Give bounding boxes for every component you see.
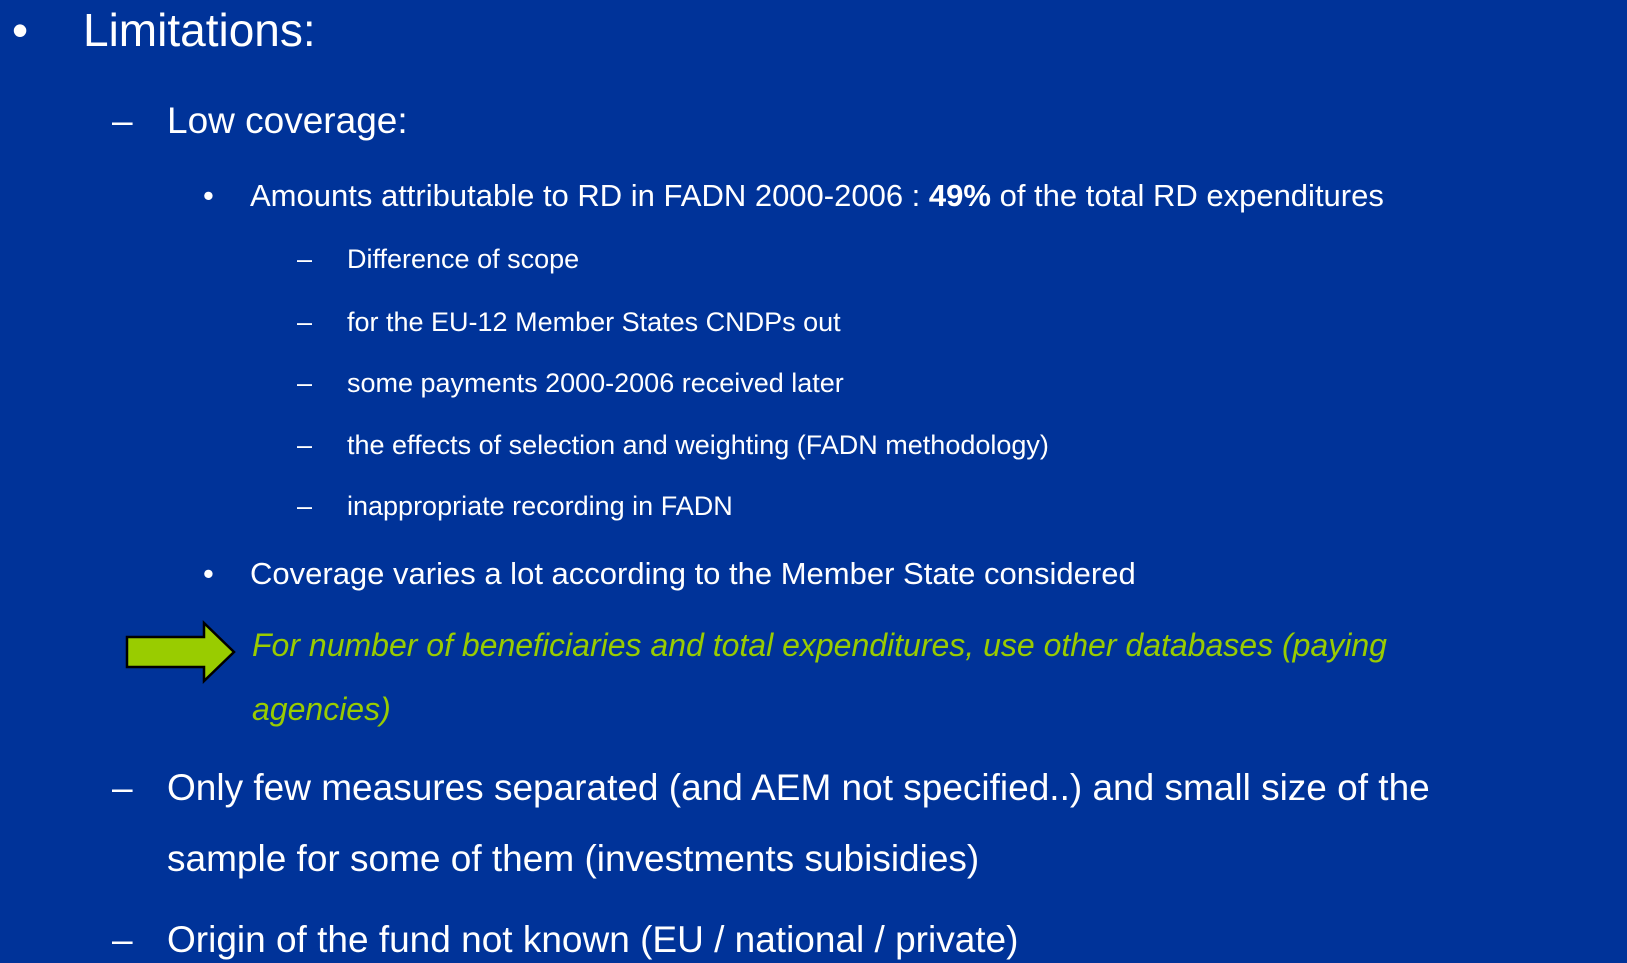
bullet-text: agencies) — [252, 691, 391, 728]
bullet-text: Only few measures separated (and AEM not… — [167, 766, 1430, 808]
bullet-text: inappropriate recording in FADN — [347, 491, 733, 522]
bullet-text: For number of beneficiaries and total ex… — [252, 627, 1387, 664]
bullet-marker: – — [297, 307, 313, 338]
bullet-text: the effects of selection and weighting (… — [347, 430, 1049, 461]
bullet-text: sample for some of them (investments sub… — [167, 837, 980, 879]
bullet-marker: – — [112, 918, 133, 960]
bullet-marker: – — [297, 491, 313, 522]
bullet-marker: – — [112, 99, 133, 141]
bullet-marker: • — [12, 3, 29, 56]
bullet-text: some payments 2000-2006 received later — [347, 368, 844, 399]
bullet-marker: • — [203, 177, 214, 213]
arrow — [125, 620, 236, 684]
text-segment: of the total RD expenditures — [990, 177, 1384, 213]
bullet-marker: – — [297, 368, 313, 399]
bullet-text: Low coverage: — [167, 99, 408, 141]
bullet-marker: • — [203, 555, 214, 591]
bullet-text: Amounts attributable to RD in FADN 2000-… — [250, 180, 1384, 211]
bullet-text: Origin of the fund not known (EU / natio… — [167, 918, 1019, 960]
bullet-marker: – — [112, 766, 133, 808]
text-segment: Amounts attributable to RD in FADN 2000-… — [250, 177, 929, 213]
bullet-text: Limitations: — [83, 3, 316, 56]
arrow-icon — [125, 620, 236, 684]
bullet-text: Difference of scope — [347, 244, 580, 275]
bullet-marker: – — [297, 430, 313, 461]
text-segment: 49% — [928, 177, 991, 213]
bullet-text: for the EU-12 Member States CNDPs out — [347, 307, 841, 338]
bullet-marker: – — [297, 244, 313, 275]
bullet-text: Coverage varies a lot according to the M… — [250, 555, 1136, 591]
